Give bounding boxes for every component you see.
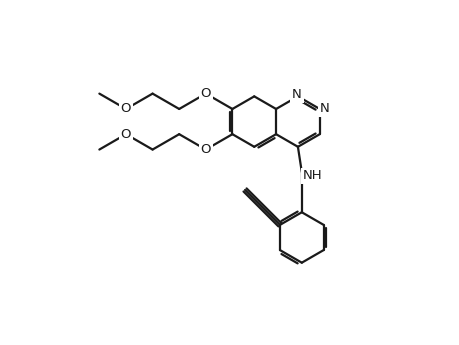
Text: N: N (291, 88, 301, 101)
Text: O: O (200, 87, 211, 100)
Text: O: O (120, 102, 131, 116)
Text: NH: NH (302, 169, 322, 183)
Text: N: N (319, 102, 329, 116)
Text: O: O (200, 143, 211, 156)
Text: O: O (120, 128, 131, 141)
